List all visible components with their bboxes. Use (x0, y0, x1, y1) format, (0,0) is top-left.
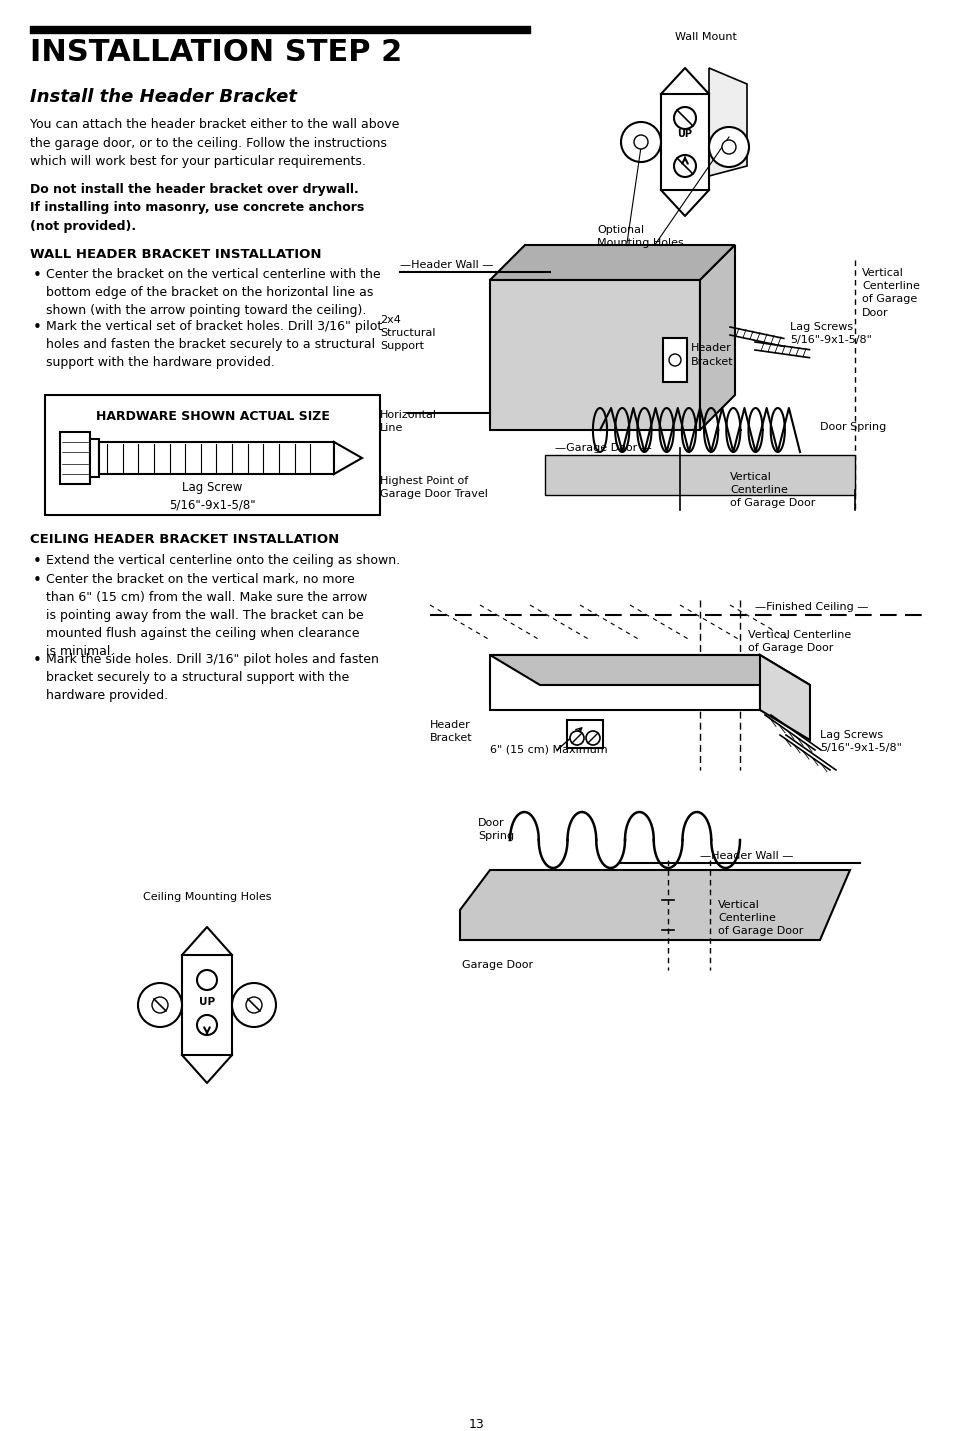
Circle shape (152, 997, 168, 1013)
Text: 2x4
Structural
Support: 2x4 Structural Support (379, 315, 435, 352)
Circle shape (246, 997, 262, 1013)
Text: •: • (33, 554, 42, 570)
Text: Door
Spring: Door Spring (477, 819, 514, 841)
Text: Lag Screws
5/16"-9x1-5/8": Lag Screws 5/16"-9x1-5/8" (789, 322, 871, 345)
Text: Wall Mount: Wall Mount (675, 31, 736, 41)
Text: —Header Wall —: —Header Wall — (700, 851, 793, 861)
Text: —Finished Ceiling —: —Finished Ceiling — (754, 602, 867, 612)
Circle shape (232, 983, 275, 1027)
Polygon shape (490, 280, 700, 429)
Text: Highest Point of
Garage Door Travel: Highest Point of Garage Door Travel (379, 477, 487, 499)
Text: Mark the vertical set of bracket holes. Drill 3/16" pilot
holes and fasten the b: Mark the vertical set of bracket holes. … (46, 321, 382, 369)
Polygon shape (490, 655, 809, 685)
Text: HARDWARE SHOWN ACTUAL SIZE: HARDWARE SHOWN ACTUAL SIZE (95, 411, 329, 424)
Text: Door Spring: Door Spring (820, 422, 885, 432)
Circle shape (708, 127, 748, 167)
Text: •: • (33, 572, 42, 588)
Circle shape (673, 155, 696, 177)
Text: Mark the side holes. Drill 3/16" pilot holes and fasten
bracket securely to a st: Mark the side holes. Drill 3/16" pilot h… (46, 653, 378, 703)
Text: Lag Screws
5/16"-9x1-5/8": Lag Screws 5/16"-9x1-5/8" (820, 730, 901, 753)
Bar (566, 720, 602, 748)
Bar (90, 439, 99, 477)
Circle shape (196, 1015, 216, 1035)
Polygon shape (708, 69, 746, 176)
Text: 13: 13 (469, 1418, 484, 1431)
Circle shape (673, 107, 696, 129)
Text: •: • (33, 653, 42, 668)
Circle shape (585, 731, 599, 746)
Text: Vertical
Centerline
of Garage
Door: Vertical Centerline of Garage Door (862, 268, 919, 318)
Bar (662, 338, 686, 382)
Text: Center the bracket on the vertical mark, no more
than 6" (15 cm) from the wall. : Center the bracket on the vertical mark,… (46, 572, 367, 658)
Text: UP: UP (677, 129, 692, 139)
Circle shape (569, 731, 583, 746)
Text: Ceiling Mounting Holes: Ceiling Mounting Holes (143, 892, 271, 902)
Text: Garage Door: Garage Door (461, 960, 533, 970)
Text: •: • (33, 321, 42, 335)
Bar (45, 395, 379, 515)
Circle shape (620, 122, 660, 162)
Text: —Garage Door —: —Garage Door — (555, 444, 651, 454)
Text: Lag Screw
5/16"-9x1-5/8": Lag Screw 5/16"-9x1-5/8" (169, 481, 255, 511)
Circle shape (138, 983, 182, 1027)
Circle shape (721, 140, 735, 155)
Text: CEILING HEADER BRACKET INSTALLATION: CEILING HEADER BRACKET INSTALLATION (30, 532, 339, 547)
Text: Vertical
Centerline
of Garage Door: Vertical Centerline of Garage Door (729, 472, 815, 508)
Text: •: • (33, 268, 42, 283)
Bar (182, 954, 232, 1055)
Text: Do not install the header bracket over drywall.
If installing into masonry, use : Do not install the header bracket over d… (30, 183, 364, 233)
Text: Extend the vertical centerline onto the ceiling as shown.: Extend the vertical centerline onto the … (46, 554, 399, 567)
Text: Center the bracket on the vertical centerline with the
bottom edge of the bracke: Center the bracket on the vertical cente… (46, 268, 380, 318)
Polygon shape (700, 245, 734, 429)
Circle shape (634, 135, 647, 149)
Polygon shape (490, 245, 734, 280)
Text: Install the Header Bracket: Install the Header Bracket (30, 87, 296, 106)
Polygon shape (334, 442, 361, 474)
Polygon shape (760, 655, 809, 740)
Circle shape (668, 353, 680, 366)
Bar (99, 442, 334, 474)
Polygon shape (459, 870, 849, 940)
Text: Optional
Mounting Holes: Optional Mounting Holes (597, 225, 683, 248)
Text: UP: UP (199, 997, 214, 1007)
Text: Horizontal
Line: Horizontal Line (379, 411, 436, 434)
Bar (660, 94, 708, 190)
Text: INSTALLATION STEP 2: INSTALLATION STEP 2 (30, 39, 402, 67)
Text: Header
Bracket: Header Bracket (690, 343, 733, 366)
Text: Vertical Centerline
of Garage Door: Vertical Centerline of Garage Door (747, 630, 850, 653)
Text: Vertical
Centerline
of Garage Door: Vertical Centerline of Garage Door (718, 900, 802, 936)
Text: Header
Bracket: Header Bracket (430, 720, 472, 743)
Text: You can attach the header bracket either to the wall above
the garage door, or t: You can attach the header bracket either… (30, 117, 399, 167)
Text: 6" (15 cm) Maximum: 6" (15 cm) Maximum (490, 746, 607, 756)
Bar (60, 432, 90, 484)
Text: —Header Wall —: —Header Wall — (399, 260, 493, 270)
Circle shape (196, 970, 216, 990)
Polygon shape (490, 655, 760, 710)
Text: WALL HEADER BRACKET INSTALLATION: WALL HEADER BRACKET INSTALLATION (30, 248, 321, 260)
Bar (544, 455, 854, 495)
